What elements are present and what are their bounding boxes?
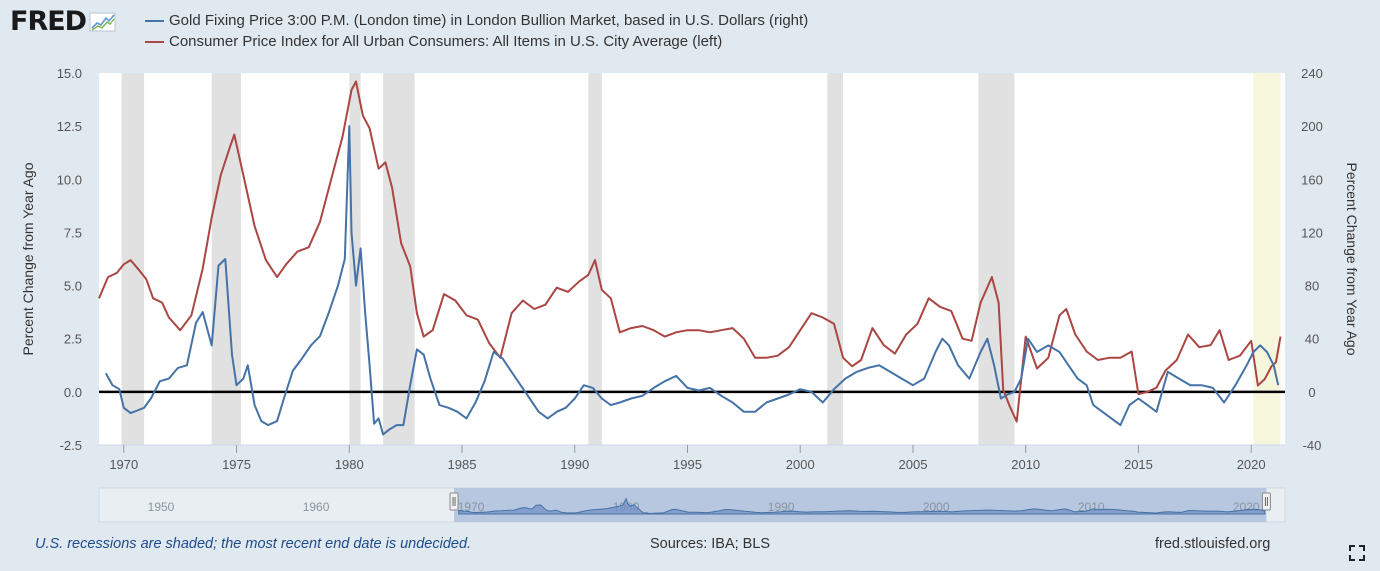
x-tick-label: 2015 (1124, 457, 1153, 472)
recession-band (978, 73, 1015, 445)
navigator-handle[interactable] (1261, 492, 1271, 511)
y-right-tick-label: 40 (1305, 332, 1319, 347)
x-tick-label: 1995 (673, 457, 702, 472)
x-tick-label: 1970 (109, 457, 138, 472)
navigator-label: 2000 (923, 500, 950, 514)
recession-band-undecided (1253, 73, 1281, 445)
x-tick-label: 2000 (786, 457, 815, 472)
legend-item-gold[interactable]: Gold Fixing Price 3:00 P.M. (London time… (145, 10, 808, 31)
y-right-tick-label: 120 (1301, 225, 1323, 240)
legend-swatch-gold (145, 19, 164, 22)
y-left-tick-label: 2.5 (64, 332, 82, 347)
x-tick-label: 1985 (448, 457, 477, 472)
y-axis-right-ticks: -40 0 40 80 120 160 200 240 (1301, 66, 1323, 453)
navigator-label: 1950 (148, 500, 175, 514)
fred-logo[interactable]: FRED (10, 6, 117, 37)
y-left-tick-label: 12.5 (57, 119, 82, 134)
range-navigator[interactable]: 19501960197019801990200020102020 (98, 487, 1286, 523)
x-tick-label: 2020 (1237, 457, 1266, 472)
navigator-label: 1970 (458, 500, 485, 514)
y-left-tick-label: 7.5 (64, 225, 82, 240)
y-right-tick-label: -40 (1303, 438, 1322, 453)
y-axis-left-ticks: -2.5 0.0 2.5 5.0 7.5 10.0 12.5 15.0 (57, 66, 82, 453)
legend-label-gold: Gold Fixing Price 3:00 P.M. (London time… (169, 12, 809, 29)
navigator-label: 1990 (768, 500, 795, 514)
recession-band (383, 73, 415, 445)
gold-series-line (104, 125, 1280, 436)
y-right-tick-label: 0 (1308, 385, 1315, 400)
x-tick-label: 1980 (335, 457, 364, 472)
recession-band (211, 73, 242, 445)
axes (99, 390, 1285, 446)
recession-band (121, 73, 145, 445)
y-right-tick-label: 160 (1301, 172, 1323, 187)
navigator-label: 1960 (303, 500, 330, 514)
navigator-handle[interactable] (449, 492, 459, 511)
x-tick-label: 2005 (899, 457, 928, 472)
navigator-series-area (458, 497, 1266, 515)
x-tick-label: 1990 (560, 457, 589, 472)
plot-area (99, 73, 1285, 445)
recession-note: U.S. recessions are shaded; the most rec… (35, 536, 472, 552)
y-left-tick-label: 15.0 (57, 66, 82, 81)
fred-logo-graph-icon (89, 12, 116, 31)
x-axis-ticks: 1970 1975 1980 1985 1990 1995 2000 2005 2010 2015… (109, 445, 1266, 472)
chart-legend: Gold Fixing Price 3:00 P.M. (London time… (145, 10, 808, 52)
y-axis-right-label: Percent Change from Year Ago (1344, 162, 1360, 355)
y-left-tick-label: -2.5 (60, 438, 82, 453)
y-left-tick-label: 5.0 (64, 279, 82, 294)
legend-label-cpi: Consumer Price Index for All Urban Consu… (169, 33, 723, 50)
navigator-selection[interactable] (454, 488, 1267, 522)
legend-item-cpi[interactable]: Consumer Price Index for All Urban Consu… (145, 31, 808, 52)
y-left-tick-label: 0.0 (64, 385, 82, 400)
navigator-handles[interactable] (449, 492, 1271, 511)
series-lines (98, 80, 1282, 436)
recession-band (827, 73, 844, 445)
sources: Sources: IBA; BLS (650, 536, 771, 552)
fred-logo-text: FRED (10, 6, 87, 37)
recession-band (588, 73, 602, 445)
y-left-tick-label: 10.0 (57, 172, 82, 187)
x-tick-label: 1975 (222, 457, 251, 472)
y-right-tick-label: 240 (1301, 66, 1323, 81)
site-url[interactable]: fred.stlouisfed.org (1155, 536, 1271, 552)
y-right-tick-label: 80 (1305, 279, 1319, 294)
x-tick-label: 2010 (1011, 457, 1040, 472)
y-right-tick-label: 200 (1301, 119, 1323, 134)
y-axis-left-label: Percent Change from Year Ago (20, 162, 36, 355)
cpi-series-line (98, 80, 1282, 423)
fullscreen-icon[interactable] (1349, 545, 1365, 561)
recession-band (349, 73, 361, 445)
legend-swatch-cpi (145, 40, 164, 43)
